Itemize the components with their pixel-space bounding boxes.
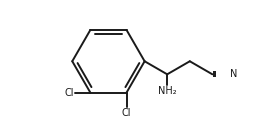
Text: NH₂: NH₂ <box>158 86 177 96</box>
Text: Cl: Cl <box>65 88 74 98</box>
Text: Cl: Cl <box>122 108 131 118</box>
Text: N: N <box>230 69 237 79</box>
